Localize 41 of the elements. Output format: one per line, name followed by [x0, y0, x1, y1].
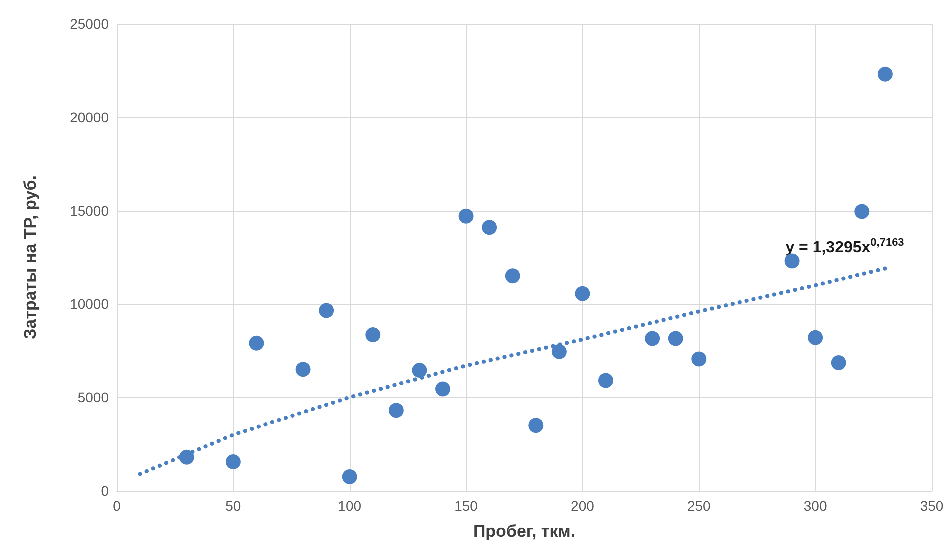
point — [436, 382, 450, 397]
y-tick-label: 25000 — [70, 16, 110, 32]
point — [878, 66, 893, 82]
point — [668, 331, 684, 346]
y-tick-label: 0 — [101, 483, 110, 499]
y-tick-label: 5000 — [78, 390, 110, 406]
point — [808, 330, 824, 346]
point — [598, 373, 614, 388]
y-tick-label: 20000 — [70, 109, 110, 126]
point — [366, 328, 381, 343]
point — [179, 450, 194, 465]
point — [458, 208, 474, 224]
point — [552, 344, 567, 360]
y-tick-label: 15000 — [70, 202, 110, 219]
point — [249, 336, 264, 351]
point — [528, 418, 544, 434]
point — [226, 454, 241, 470]
point — [831, 356, 846, 371]
x-tick-label: 50 — [226, 498, 242, 514]
x-tick-label: 250 — [687, 498, 712, 514]
point — [645, 331, 660, 346]
x-tick-label: 100 — [338, 498, 362, 514]
point — [319, 303, 334, 318]
point — [692, 352, 707, 367]
line-series — [138, 266, 888, 476]
point — [412, 363, 428, 378]
point — [575, 286, 590, 302]
x-axis-title: Пробег, ткм. — [473, 522, 576, 541]
point — [505, 268, 520, 284]
point — [482, 220, 498, 236]
point — [342, 469, 358, 484]
x-tick-label: 200 — [571, 498, 595, 514]
x-tick-label: 0 — [113, 498, 122, 514]
x-tick-label: 350 — [920, 498, 944, 514]
y-tick-label: 10000 — [70, 296, 110, 312]
y-axis-title: Затраты на ТР, руб. — [21, 176, 40, 340]
x-tick-label: 150 — [454, 498, 478, 514]
point — [388, 403, 404, 418]
x-tick-label: 300 — [804, 498, 828, 514]
point — [296, 362, 311, 378]
point — [854, 204, 870, 220]
